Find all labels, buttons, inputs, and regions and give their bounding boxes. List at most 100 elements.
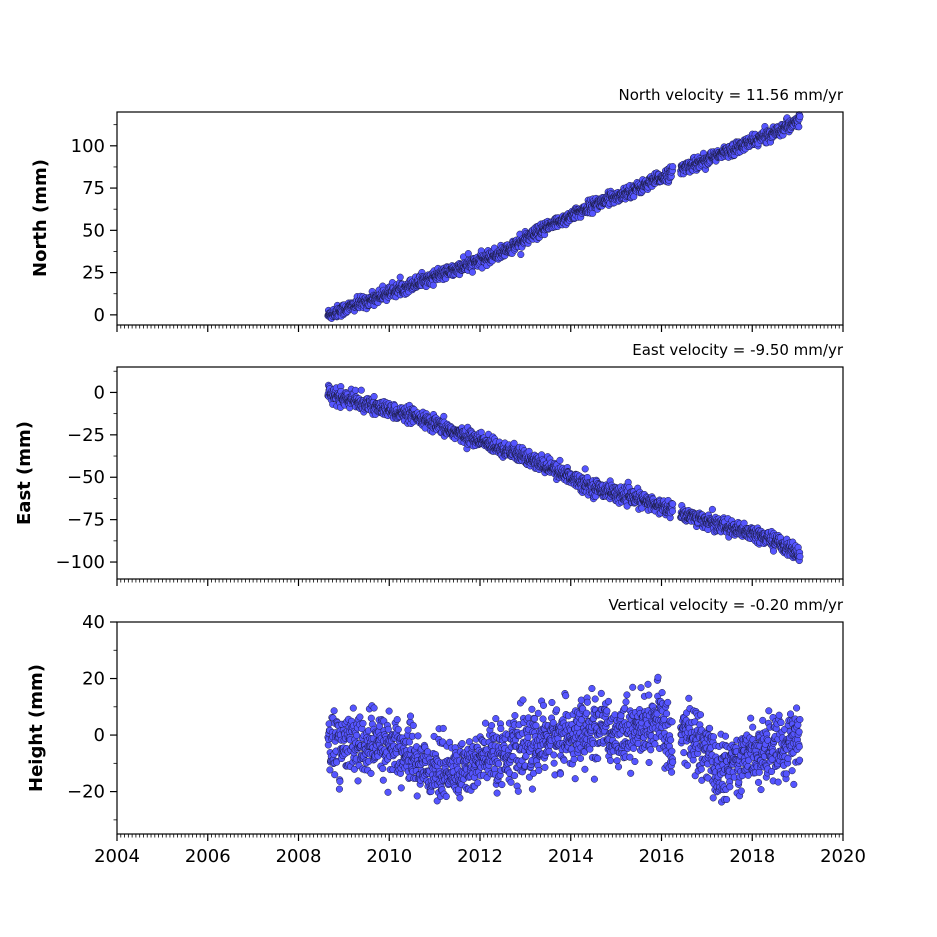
data-point xyxy=(795,123,803,131)
data-point xyxy=(548,698,556,707)
data-point xyxy=(349,704,357,712)
data-point xyxy=(393,716,401,724)
data-point xyxy=(534,709,542,717)
data-point xyxy=(528,705,536,713)
east-panel: East velocity = -9.50 mm/yr East (mm) 0−… xyxy=(14,341,844,586)
y-tick-label: 100 xyxy=(71,136,105,157)
data-point xyxy=(528,785,536,793)
data-point xyxy=(439,724,447,732)
data-point xyxy=(367,714,375,722)
data-point xyxy=(406,712,415,720)
data-point xyxy=(581,465,589,473)
data-point xyxy=(429,281,437,289)
data-point xyxy=(524,733,532,741)
data-point xyxy=(481,719,490,727)
data-point xyxy=(594,754,602,763)
data-point xyxy=(517,250,525,259)
data-point xyxy=(796,553,804,561)
data-point xyxy=(562,692,570,700)
data-point xyxy=(669,163,677,171)
data-point xyxy=(331,771,339,779)
data-point xyxy=(384,788,392,796)
east-velocity-title: East velocity = -9.50 mm/yr xyxy=(632,341,844,359)
data-point xyxy=(458,740,466,748)
data-point xyxy=(583,709,591,717)
data-point xyxy=(507,778,515,786)
data-point xyxy=(397,784,405,792)
y-tick-label: 25 xyxy=(82,263,105,284)
data-point xyxy=(474,779,482,787)
data-point xyxy=(413,792,421,800)
data-point xyxy=(532,722,540,730)
data-point xyxy=(658,689,666,697)
data-point xyxy=(570,755,578,763)
data-point xyxy=(669,500,677,508)
data-point xyxy=(550,751,558,759)
vertical-velocity-title: Vertical velocity = -0.20 mm/yr xyxy=(608,596,843,614)
data-point xyxy=(379,765,387,773)
y-tick-label: 0 xyxy=(94,305,105,326)
data-point xyxy=(394,725,402,734)
data-point xyxy=(613,757,621,765)
data-point xyxy=(414,732,422,740)
data-point xyxy=(336,777,344,785)
north-velocity-title: North velocity = 11.56 mm/yr xyxy=(619,86,844,104)
data-point xyxy=(456,794,464,802)
data-point xyxy=(588,684,596,693)
data-point xyxy=(668,507,676,515)
data-point xyxy=(359,719,367,727)
data-point xyxy=(357,386,365,394)
height-y-axis-label: Height (mm) xyxy=(26,664,47,792)
data-point xyxy=(769,547,778,555)
data-point xyxy=(614,763,623,771)
data-point xyxy=(583,698,591,706)
data-point xyxy=(468,268,476,276)
data-point xyxy=(796,113,804,121)
data-point xyxy=(604,697,613,705)
data-point xyxy=(354,777,362,785)
y-tick-label: −75 xyxy=(67,510,105,531)
data-point xyxy=(404,726,412,734)
data-point xyxy=(494,760,503,768)
height-panel: Vertical velocity = -0.20 mm/yr Height (… xyxy=(26,596,866,867)
data-point xyxy=(514,787,522,795)
data-point xyxy=(581,765,589,773)
data-point xyxy=(603,707,611,715)
east-axes: 0−25−50−75−100 xyxy=(56,366,844,586)
data-point xyxy=(553,706,561,714)
data-point xyxy=(498,781,506,789)
data-point xyxy=(647,746,655,754)
data-point xyxy=(370,704,378,712)
data-point xyxy=(356,713,364,721)
data-point xyxy=(550,759,558,767)
data-point xyxy=(590,775,598,783)
data-point xyxy=(556,456,564,464)
data-point xyxy=(385,707,393,715)
data-point xyxy=(539,715,547,723)
data-point xyxy=(623,691,631,699)
data-point xyxy=(519,696,527,704)
data-point xyxy=(597,689,605,697)
data-point xyxy=(492,715,500,723)
y-tick-label: 75 xyxy=(82,178,105,199)
data-point xyxy=(560,756,568,764)
data-point xyxy=(367,769,375,777)
data-point xyxy=(409,721,417,730)
north-y-axis-label: North (mm) xyxy=(30,159,51,277)
data-point xyxy=(535,766,543,775)
east-data-points xyxy=(324,381,804,565)
data-point xyxy=(370,392,378,401)
data-point xyxy=(464,250,472,258)
data-point xyxy=(379,776,387,784)
data-point xyxy=(654,673,662,681)
data-point xyxy=(493,789,501,797)
y-tick-label: 0 xyxy=(94,382,105,403)
data-point xyxy=(645,758,653,767)
data-point xyxy=(576,754,585,762)
data-point xyxy=(442,792,450,801)
data-point xyxy=(631,757,639,766)
data-point xyxy=(335,785,343,793)
data-point xyxy=(644,680,652,688)
data-point xyxy=(539,701,548,709)
